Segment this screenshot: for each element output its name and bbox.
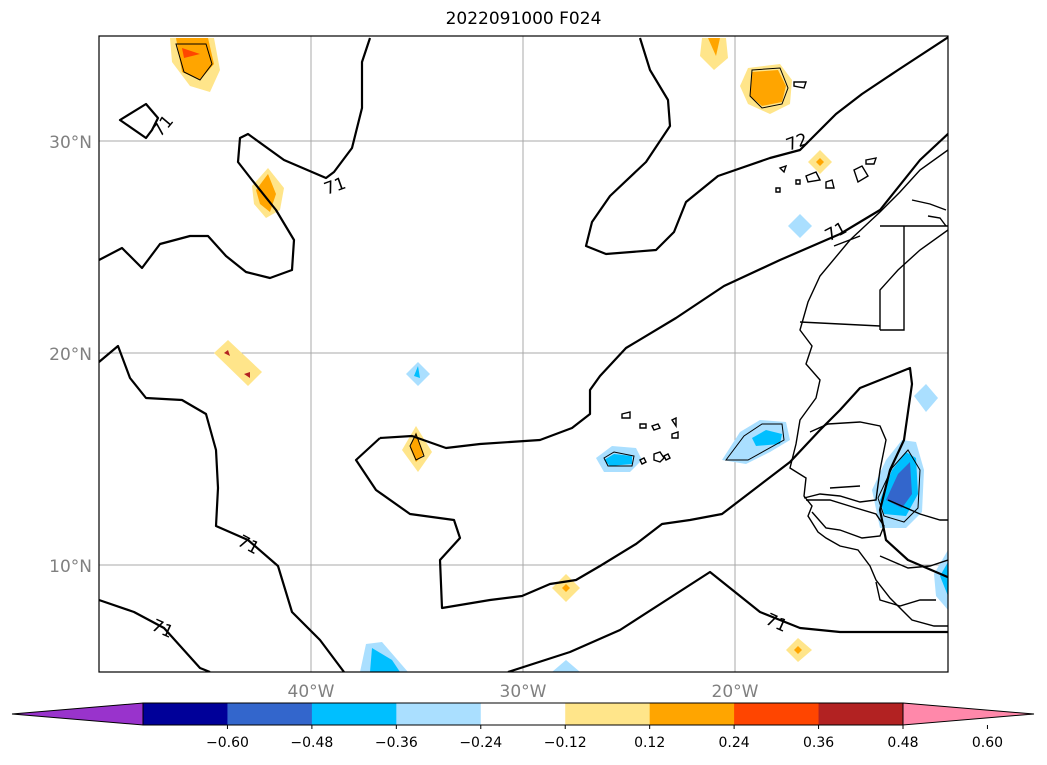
colorbar-tick-label: −0.60	[206, 735, 249, 751]
map-title: 2022091000 F024	[445, 9, 602, 29]
colorbar-segment	[227, 703, 313, 725]
colorbar-tick-label: 0.36	[803, 735, 834, 751]
colorbar-segment	[734, 703, 820, 725]
colorbar-tick-label: 0.48	[887, 735, 918, 751]
colorbar-segment	[818, 703, 904, 725]
lat-label: 30°N	[49, 133, 92, 153]
lon-label: 40°W	[288, 682, 335, 702]
lat-label: 20°N	[49, 345, 92, 365]
islands	[621, 81, 947, 465]
latitude-labels: 30°N 20°N 10°N	[49, 133, 92, 577]
colorbar-segment	[480, 703, 566, 725]
colorbar-tick-label: −0.36	[375, 735, 418, 751]
colorbar-tick-label: 0.24	[719, 735, 750, 751]
colorbar-segment	[565, 703, 651, 725]
map-frame	[98, 35, 949, 673]
longitude-labels: 40°W 30°W 20°W	[288, 682, 759, 702]
colorbar-extend-low	[11, 702, 144, 726]
colorbar-segment	[311, 703, 397, 725]
colorbar-tick-label: 0.60	[972, 735, 1003, 751]
contour-lines	[99, 36, 948, 672]
colorbar-segment	[143, 703, 228, 725]
colorbar-tick-label: 0.12	[634, 735, 665, 751]
colorbar-frame	[142, 702, 904, 726]
colorbar-extend-high	[902, 702, 1035, 726]
colorbar-segment	[649, 703, 735, 725]
colorbar: −0.60 −0.48 −0.36 −0.24 −0.12 0.12 0.24 0.36 0.4…	[11, 702, 1035, 751]
colorbar-tick-label: −0.48	[290, 735, 333, 751]
lon-label: 20°W	[712, 682, 759, 702]
colorbar-tick-label: −0.24	[459, 735, 502, 751]
thin-contours	[175, 43, 921, 523]
lon-label: 30°W	[500, 682, 547, 702]
colorbar-segment	[396, 703, 482, 725]
coastlines	[789, 149, 948, 627]
lat-label: 10°N	[49, 557, 92, 577]
colorbar-tick-label: −0.12	[544, 735, 587, 751]
